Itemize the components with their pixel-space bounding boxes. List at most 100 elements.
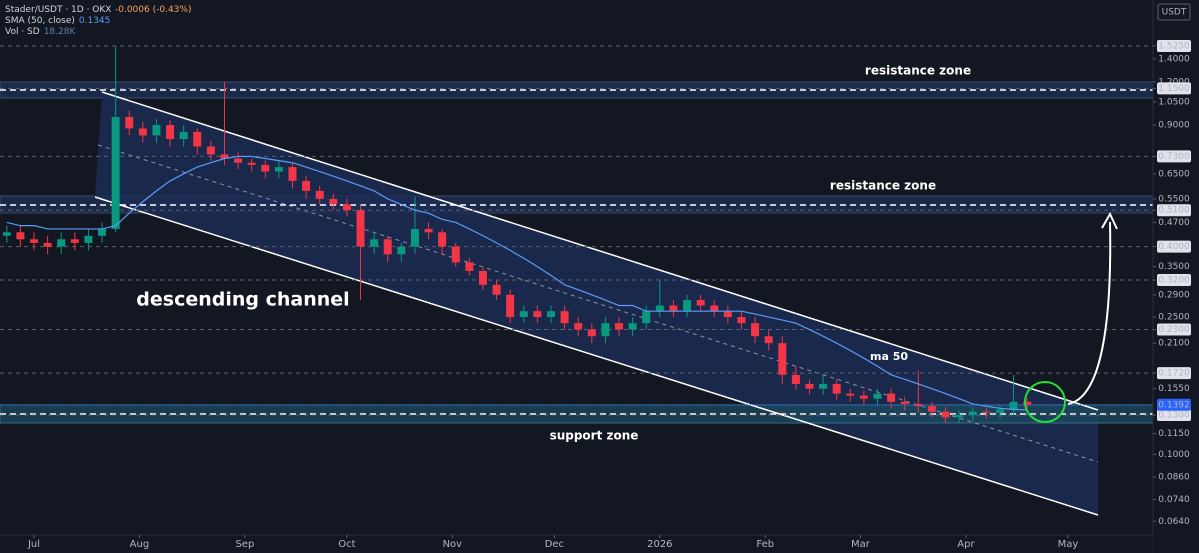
candle-body: [615, 323, 624, 330]
y-tick-label: 0.0640: [1158, 517, 1190, 527]
candle-body: [927, 406, 936, 412]
candle-body: [574, 323, 583, 330]
currency[interactable]: USDT: [1162, 8, 1187, 18]
tick-box: [1157, 40, 1191, 53]
axis-labels: 1.52501.40001.20001.15001.05000.90000.73…: [27, 40, 1191, 550]
candle-body: [560, 311, 569, 324]
y-tick-label: 0.3200: [1158, 276, 1190, 286]
candle-body: [234, 158, 243, 163]
candle-body: [43, 242, 52, 247]
y-tick-label: 0.1550: [1158, 384, 1190, 394]
candle-body: [846, 393, 855, 396]
annotation: ma 50: [870, 350, 908, 363]
tick-box: [1157, 367, 1191, 380]
vol-name: Vol · SD: [5, 27, 40, 37]
candle-body: [329, 198, 338, 205]
candle-body: [859, 395, 868, 399]
candle-body: [669, 305, 678, 312]
candle-body: [111, 116, 120, 229]
x-tick-label: Jul: [27, 539, 40, 550]
candle-body: [887, 393, 896, 402]
candle-body: [247, 162, 256, 165]
annotation: descending channel: [136, 289, 349, 311]
ma-last: 0.1345: [79, 16, 111, 26]
candle-body: [805, 383, 814, 389]
x-tick-label: Aug: [130, 539, 150, 550]
candle-body: [587, 329, 596, 337]
candle-body: [1009, 401, 1018, 410]
candle-body: [356, 210, 365, 247]
candle-body: [261, 164, 270, 172]
candle-body: [193, 131, 202, 147]
arrow-head: [1101, 211, 1118, 230]
tick-box: [1157, 150, 1191, 163]
candle-body: [315, 190, 324, 199]
channel-lower: [94, 196, 1099, 516]
vol-legend: Vol · SD 18.28K: [5, 27, 76, 37]
channel-upper: [101, 91, 1099, 411]
candle-body: [1023, 401, 1032, 406]
candle-body: [764, 336, 773, 344]
candle-body: [628, 323, 637, 330]
candle-body: [166, 125, 175, 140]
candle-body: [955, 415, 964, 418]
y-tick-label: 1.4000: [1158, 54, 1190, 64]
candle-body: [655, 305, 664, 312]
tick-box: [1157, 409, 1191, 422]
y-tick-label: 0.5100: [1158, 206, 1190, 216]
tick-box: [1157, 274, 1191, 287]
candle-body: [683, 300, 692, 312]
arrow: [1067, 221, 1112, 405]
y-tick-label: 1.5250: [1158, 42, 1190, 52]
candle-body: [723, 311, 732, 318]
y-tick-label: 0.7300: [1158, 152, 1190, 162]
candle-body: [832, 383, 841, 394]
candle-body: [533, 311, 542, 318]
currency-box[interactable]: [1157, 3, 1191, 21]
vol-last: 18.28K: [44, 27, 77, 37]
candle-body: [791, 374, 800, 384]
candle-body: [288, 167, 297, 181]
y-tick-label: 0.1150: [1158, 429, 1190, 439]
y-tick-label: 0.4000: [1158, 242, 1190, 252]
candle-body: [206, 146, 215, 155]
ma-name: SMA (50, close): [5, 16, 75, 26]
candle-body: [84, 235, 93, 243]
candle-body: [152, 125, 161, 136]
candle-body: [751, 323, 760, 337]
candle-body: [342, 204, 351, 211]
x-tick-label: Oct: [338, 539, 355, 550]
overlays: resistance zone resistance zone descendi…: [136, 64, 1118, 443]
x-tick-label: Apr: [957, 539, 975, 550]
candle-body: [506, 294, 515, 318]
candle-body: [2, 232, 11, 236]
candle-body: [601, 323, 610, 337]
y-tick-label: 0.2500: [1158, 313, 1190, 323]
candle-body: [451, 246, 460, 263]
candle-body: [98, 228, 107, 236]
y-tick-label: 0.4700: [1158, 218, 1190, 228]
y-tick-label: 0.0740: [1158, 495, 1190, 505]
y-tick-label: 0.2100: [1158, 339, 1190, 349]
annotation: resistance zone: [830, 179, 936, 193]
candle-body: [778, 343, 787, 375]
candle-body: [519, 311, 528, 318]
candle-body: [478, 270, 487, 285]
candle-body: [16, 232, 25, 240]
candle-body: [819, 383, 828, 389]
tick-box: [1157, 204, 1191, 217]
x-tick-label: 2026: [647, 539, 672, 550]
candle-body: [274, 167, 283, 172]
annotation: support zone: [550, 429, 639, 443]
candle-body: [424, 228, 433, 233]
annotation: resistance zone: [865, 64, 971, 78]
candles: [0, 46, 1153, 424]
time-axis: [0, 535, 1153, 553]
candle-body: [220, 154, 229, 159]
tick-box: [1157, 240, 1191, 253]
candle-body: [900, 401, 909, 404]
candle-body: [873, 393, 882, 399]
candle-body: [982, 411, 991, 413]
y-tick-label: 1.0500: [1158, 97, 1190, 107]
